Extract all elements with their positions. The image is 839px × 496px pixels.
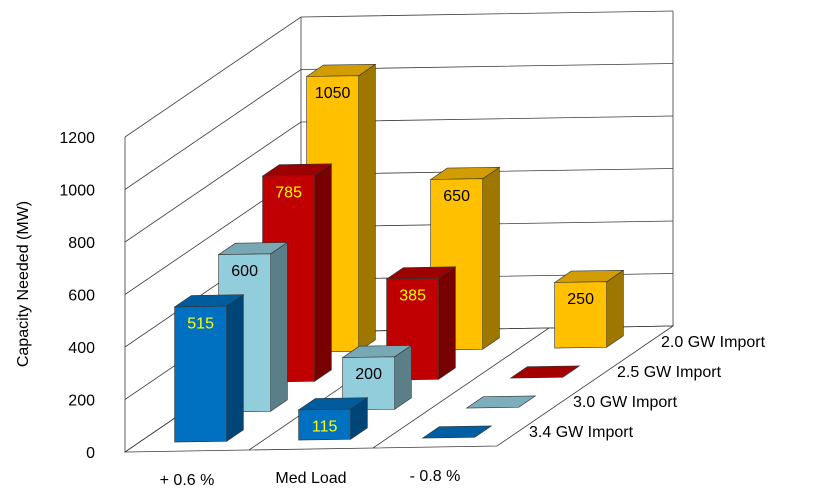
data-label: 600 (231, 263, 258, 280)
series-label: 3.0 GW Import (573, 394, 678, 411)
category-label: Med Load (275, 470, 346, 487)
bar (465, 395, 537, 409)
bar: 515 (173, 294, 245, 443)
bar-front-face (298, 408, 352, 441)
y-tick-label: 200 (68, 393, 95, 410)
data-label: 650 (443, 188, 470, 205)
bar (421, 425, 493, 439)
bar-zero-marker (465, 395, 537, 409)
y-tick-label: 600 (68, 288, 95, 305)
bar-front-face (554, 281, 608, 349)
bar-side-face (438, 266, 456, 380)
series-label: 3.4 GW Import (529, 424, 634, 441)
bar: 250 (553, 269, 625, 349)
series-label: 2.0 GW Import (661, 334, 766, 351)
bar: 115 (297, 397, 369, 441)
bar-front-face (342, 356, 396, 411)
bar-front-face (174, 305, 227, 443)
bar-side-face (482, 166, 500, 350)
data-label: 515 (187, 316, 214, 333)
bar-side-face (314, 163, 332, 382)
y-tick-label: 0 (86, 445, 95, 462)
depth-axis-series-labels: 3.4 GW Import 3.0 GW Import 2.5 GW Import 2… (529, 334, 766, 441)
gridline (124, 63, 674, 190)
data-label: 115 (312, 419, 338, 436)
bar-zero-marker (421, 425, 493, 439)
y-tick-label: 1000 (59, 183, 95, 200)
floor-divider (372, 327, 550, 449)
data-label: 250 (567, 291, 594, 308)
bar-side-face (606, 269, 624, 348)
y-tick-label: 400 (68, 340, 95, 357)
bar-side-face (226, 294, 244, 442)
bar (509, 365, 581, 379)
data-label: 200 (355, 366, 382, 383)
y-axis-title: Capacity Needed (MW) (15, 201, 32, 367)
gridline (124, 115, 674, 243)
bar: 200 (341, 344, 413, 411)
y-tick-label: 1200 (59, 130, 95, 147)
y-tick-label: 800 (68, 235, 95, 252)
gridline (124, 10, 674, 138)
y-axis-tick-labels: 0 200 400 600 800 1000 1200 (59, 130, 95, 462)
series-label: 2.5 GW Import (617, 364, 722, 381)
data-label: 785 (275, 185, 302, 202)
bar: 785 (261, 163, 333, 383)
bar-side-face (270, 241, 288, 412)
bar-zero-marker (509, 365, 581, 379)
data-label: 385 (399, 288, 426, 305)
bar-side-face (358, 63, 376, 352)
bars-layer: 1050 650 250 785 385 600 200 515 115 (173, 63, 625, 443)
data-label: 1050 (315, 85, 351, 102)
category-label: - 0.8 % (410, 468, 461, 485)
category-label: + 0.6 % (160, 472, 215, 489)
x-axis-category-labels: + 0.6 % Med Load - 0.8 % (160, 468, 461, 489)
